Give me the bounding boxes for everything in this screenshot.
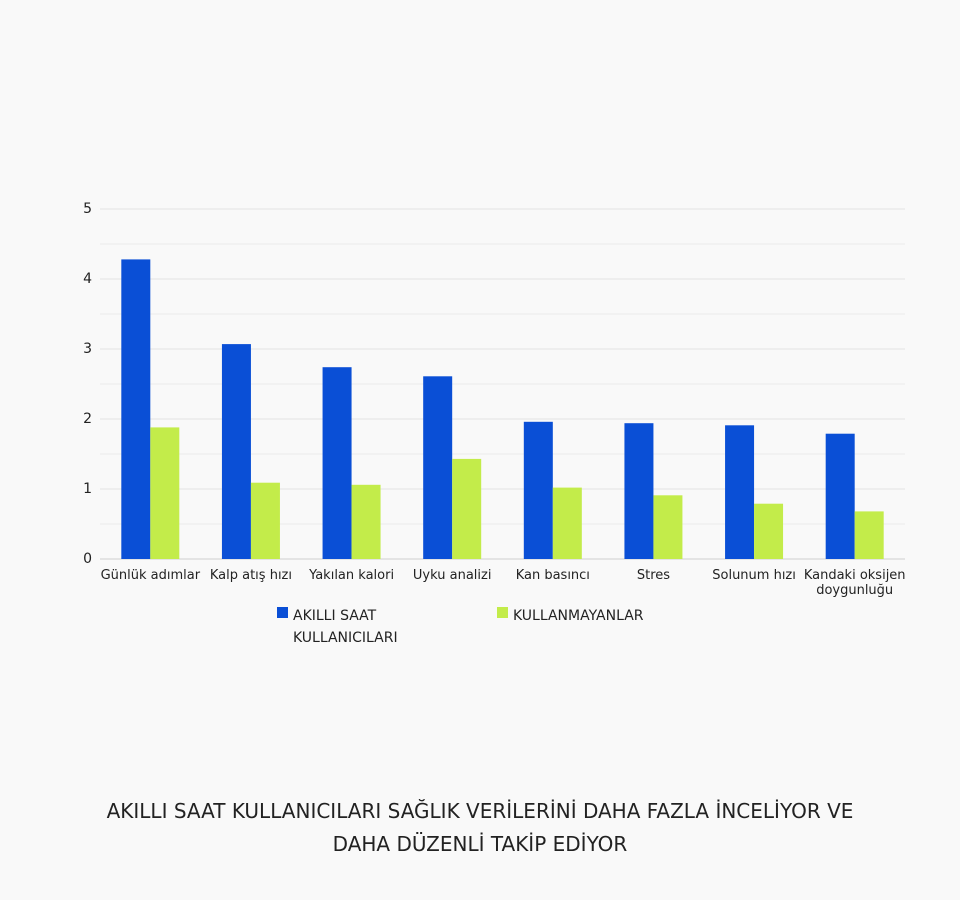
bar (725, 425, 755, 559)
x-tick-label: Yakılan kalori (309, 568, 395, 583)
bar (250, 482, 280, 559)
bar (653, 495, 683, 559)
legend-swatch (497, 607, 508, 618)
y-tick-label: 2 (83, 411, 92, 427)
bar (552, 487, 582, 559)
bar (825, 433, 855, 559)
x-tick-label: Kalp atış hızı (209, 568, 292, 583)
y-tick-label: 5 (83, 201, 92, 217)
legend-label: KULLANMAYANLAR (513, 608, 644, 624)
legend-label: AKILLI SAAT KULLANICILARI (293, 608, 398, 646)
bar (754, 503, 784, 559)
chart-title: AKILLI SAAT KULLANICILARI SAĞLIK VERİLER… (106, 799, 854, 856)
bar (351, 484, 381, 559)
x-tick-label: Uyku analizi (412, 568, 492, 583)
x-tick-label: Günlük adımlar (100, 568, 201, 583)
bar (221, 344, 251, 559)
y-tick-label: 1 (83, 481, 92, 497)
bar (452, 458, 482, 559)
y-tick-label: 0 (83, 551, 92, 567)
bar (150, 427, 180, 559)
bar (523, 421, 553, 559)
x-tick-label: Solunum hızı (712, 568, 796, 583)
bar (322, 367, 352, 559)
x-tick-label: Kan basıncı (515, 568, 590, 583)
x-tick-label: Kandaki oksijen doygunluğu (803, 568, 906, 598)
bar (121, 259, 151, 559)
bar (854, 511, 884, 559)
bar (624, 423, 654, 559)
y-tick-label: 4 (83, 271, 92, 287)
bar (423, 376, 453, 559)
legend-swatch (277, 607, 288, 618)
x-tick-label: Stres (636, 568, 671, 583)
y-tick-label: 3 (83, 341, 92, 357)
